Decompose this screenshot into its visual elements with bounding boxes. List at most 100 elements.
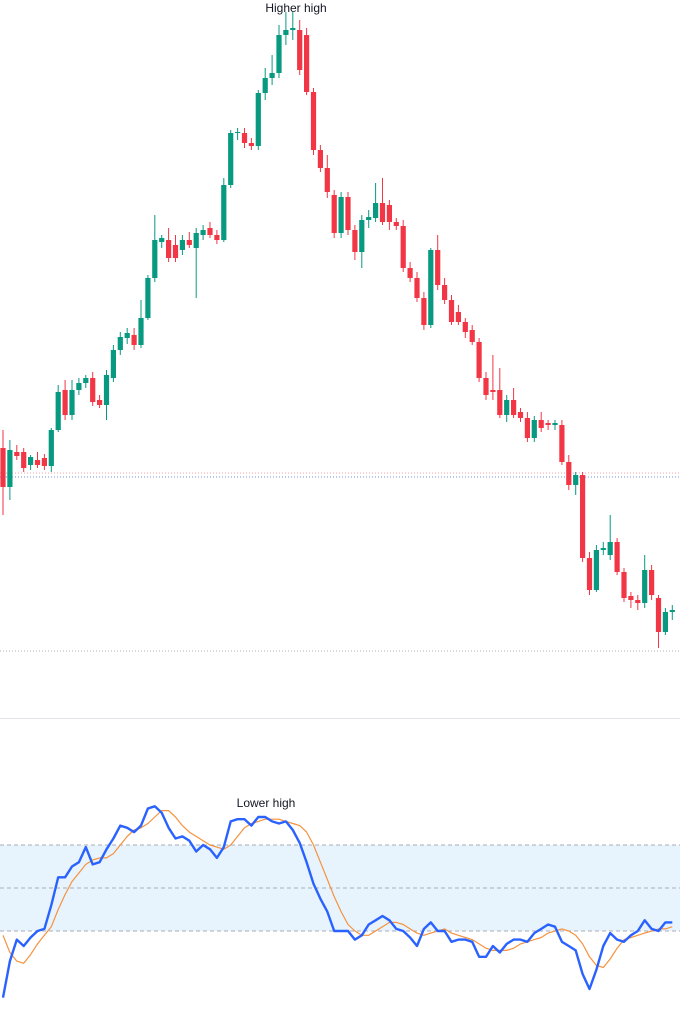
- candle-body: [504, 400, 510, 415]
- candle-body: [635, 600, 641, 603]
- candle-body: [255, 93, 261, 146]
- candle-body: [338, 197, 344, 233]
- candle-body: [207, 228, 213, 235]
- indicator-line: [2, 810, 673, 969]
- candle-body: [621, 572, 627, 598]
- candle-body: [359, 220, 365, 252]
- candle-body: [469, 330, 475, 342]
- candle-body: [241, 133, 248, 143]
- candle-body: [290, 28, 296, 30]
- candle-body: [414, 278, 420, 298]
- candle-body: [41, 458, 47, 466]
- candle-body: [152, 240, 158, 278]
- candle-body: [193, 233, 199, 248]
- candle-body: [400, 226, 406, 268]
- candle-body: [531, 420, 537, 438]
- candle-body: [448, 300, 455, 322]
- candle-body: [69, 390, 75, 415]
- candle-body: [393, 222, 399, 226]
- candle-body: [573, 475, 579, 485]
- candle-body: [276, 35, 282, 73]
- annotation: Higher high: [265, 1, 326, 15]
- candle-body: [186, 240, 192, 245]
- candle-body: [655, 598, 662, 632]
- candle-body: [324, 168, 330, 192]
- candle-body: [235, 132, 241, 133]
- candle-body: [614, 542, 620, 572]
- candle-body: [435, 250, 441, 285]
- candle-body: [552, 423, 558, 425]
- candle-body: [166, 240, 172, 258]
- candle-body: [28, 457, 34, 465]
- candle-body: [497, 390, 503, 415]
- candle-body: [462, 322, 468, 332]
- annotation: Lower high: [237, 796, 296, 810]
- candle-body: [159, 238, 165, 242]
- candle-body: [124, 333, 130, 338]
- candle-body: [379, 203, 386, 222]
- candle-body: [580, 475, 586, 558]
- candle-body: [524, 418, 530, 438]
- candle-body: [269, 73, 275, 78]
- candle-body: [455, 312, 461, 322]
- candle-body: [221, 185, 227, 240]
- candle-body: [628, 596, 634, 600]
- candle-body: [593, 550, 599, 590]
- candle-body: [55, 392, 61, 430]
- candle-body: [48, 430, 54, 466]
- candle-body: [117, 337, 123, 350]
- candle-body: [366, 217, 372, 220]
- candle-body: [331, 195, 337, 233]
- candle-body: [262, 78, 268, 93]
- candle-body: [90, 378, 96, 402]
- candle-body: [442, 285, 448, 300]
- candle-body: [21, 452, 27, 468]
- candle-body: [76, 383, 82, 390]
- candle-body: [649, 570, 655, 595]
- candle-body: [586, 558, 593, 590]
- candle-body: [490, 390, 496, 392]
- candle-body: [662, 612, 668, 632]
- candle-body: [476, 342, 482, 378]
- candle-body: [304, 35, 310, 92]
- candle-body: [538, 420, 544, 428]
- candle-body: [110, 350, 116, 378]
- candle-body: [248, 143, 254, 146]
- candle-body: [600, 548, 606, 550]
- candle-body: [7, 450, 13, 487]
- candle-body: [34, 460, 41, 465]
- candle-body: [483, 378, 489, 395]
- candle-body: [14, 452, 20, 456]
- candle-body: [607, 542, 613, 555]
- candle-body: [200, 230, 206, 235]
- candle-body: [642, 570, 648, 603]
- indicator-line: [1, 805, 673, 998]
- candle-body: [421, 298, 427, 325]
- candle-body: [373, 203, 379, 218]
- candle-body: [669, 610, 675, 612]
- candle-body: [310, 92, 317, 150]
- candle-body: [428, 250, 434, 325]
- candle-body: [317, 150, 323, 168]
- candle-body: [407, 268, 413, 278]
- candle-body: [145, 278, 151, 318]
- candle-body: [179, 240, 185, 250]
- candle-body: [0, 448, 6, 487]
- candle-body: [345, 197, 351, 230]
- candle-body: [559, 425, 565, 462]
- candle-body: [545, 423, 551, 425]
- candle-body: [511, 400, 517, 415]
- candle-body: [131, 335, 137, 345]
- candle-body: [386, 205, 392, 222]
- candle-body: [62, 390, 68, 415]
- candle-body: [517, 412, 524, 418]
- candle-body: [97, 400, 103, 405]
- candle-body: [83, 378, 89, 383]
- candle-body: [228, 133, 234, 185]
- candle-body: [283, 30, 289, 35]
- candle-body: [138, 318, 144, 345]
- candle-body: [566, 462, 572, 485]
- candle-body: [103, 375, 110, 405]
